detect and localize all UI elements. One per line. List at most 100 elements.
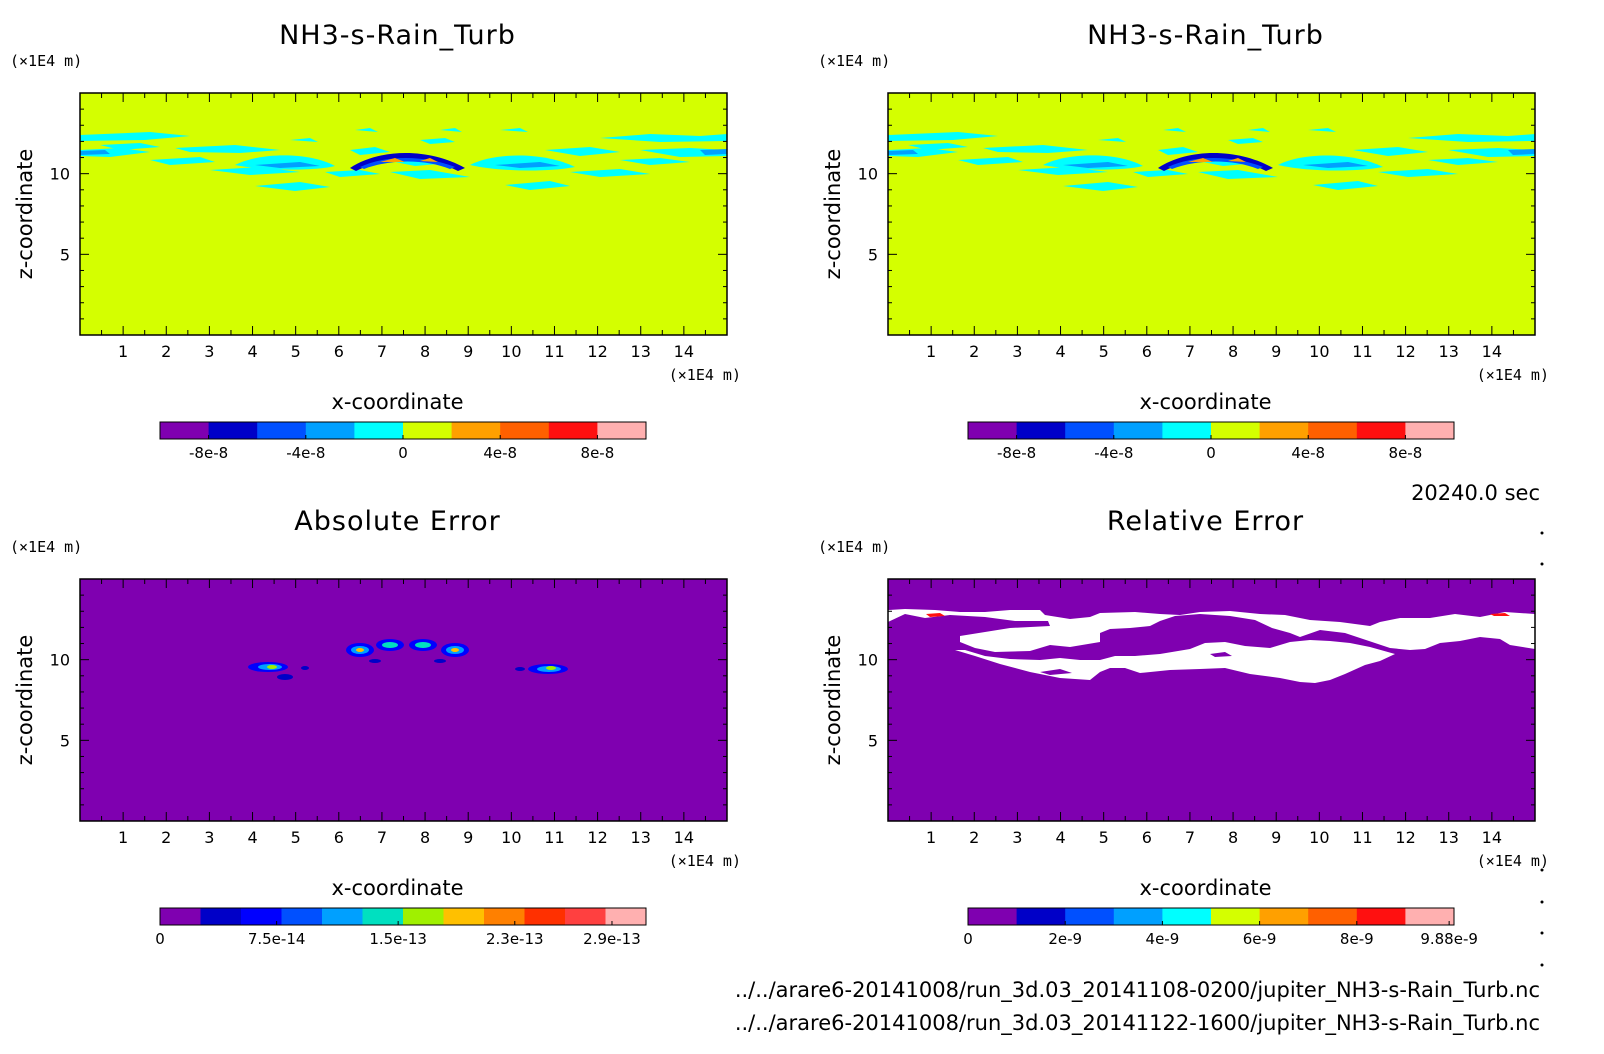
colorbar-label: 2.9e-13 bbox=[583, 930, 641, 948]
chart-panel-3: Absolute Error (×1E4 m) (×1E4 m) x-coordina… bbox=[10, 506, 741, 948]
x-tick-label: 2 bbox=[161, 342, 171, 361]
colorbar-label: 4e-8 bbox=[483, 444, 517, 462]
colorbar-swatch bbox=[443, 908, 485, 925]
x-tick-label: 7 bbox=[377, 828, 387, 847]
colorbar-swatch bbox=[1405, 422, 1455, 439]
x-tick-label: 7 bbox=[1185, 828, 1195, 847]
y-tick-label: 10 bbox=[858, 651, 878, 670]
colorbar-label: 2.3e-13 bbox=[486, 930, 544, 948]
x-tick-label: 2 bbox=[969, 828, 979, 847]
x-tick-label: 13 bbox=[631, 828, 651, 847]
x-tick-label: 4 bbox=[247, 828, 257, 847]
x-tick-label: 10 bbox=[501, 342, 521, 361]
colorbar-label: 4e-9 bbox=[1146, 930, 1180, 948]
colorbar-swatch bbox=[1016, 908, 1066, 925]
colorbar-swatch bbox=[597, 422, 647, 439]
x-tick-label: 12 bbox=[1395, 828, 1415, 847]
x-tick-label: 5 bbox=[291, 342, 301, 361]
colorbar: -8e-8 -4e-8 0 4e-8 8e-8 bbox=[967, 421, 1455, 462]
colorbar-swatch bbox=[1356, 908, 1406, 925]
x-tick-label: 10 bbox=[1309, 342, 1329, 361]
colorbar-swatch bbox=[281, 908, 323, 925]
chart-title: Relative Error bbox=[1107, 506, 1304, 537]
colorbar-swatch bbox=[484, 908, 525, 925]
colorbar: -8e-8 -4e-8 0 4e-8 8e-8 bbox=[159, 421, 647, 462]
chart-title: NH3-s-Rain_Turb bbox=[279, 20, 516, 51]
x-tick-label: 3 bbox=[204, 828, 214, 847]
colorbar-swatch bbox=[1259, 422, 1309, 439]
file-path-1: ../../arare6-20141008/run_3d.03_20141108… bbox=[735, 978, 1540, 1003]
colorbar-swatch bbox=[322, 908, 363, 925]
colorbar-swatch bbox=[1356, 422, 1406, 439]
field-panel-top-left bbox=[80, 93, 727, 335]
y-axis-label: z-coordinate bbox=[821, 149, 845, 280]
colorbar-swatch bbox=[1162, 908, 1212, 925]
x-tick-label: 3 bbox=[1012, 828, 1022, 847]
x-tick-label: 11 bbox=[544, 342, 564, 361]
chart-panel-4: Relative Error (×1E4 m) (×1E4 m) x-coordina… bbox=[818, 506, 1549, 948]
x-tick-label: 8 bbox=[1228, 342, 1238, 361]
colorbar-swatch bbox=[1065, 908, 1115, 925]
file-path-2: ../../arare6-20141008/run_3d.03_20141122… bbox=[735, 1011, 1540, 1036]
colorbar-swatch bbox=[1065, 422, 1115, 439]
x-tick-label: 11 bbox=[544, 828, 564, 847]
colorbar-swatch bbox=[160, 422, 210, 439]
colorbar-swatch bbox=[362, 908, 404, 925]
y-axis-label: z-coordinate bbox=[13, 149, 37, 280]
x-tick-label: 12 bbox=[587, 342, 607, 361]
colorbar-swatch bbox=[524, 908, 566, 925]
colorbar-label: 0 bbox=[398, 444, 408, 462]
x-tick-label: 6 bbox=[334, 342, 344, 361]
colorbar-swatch bbox=[1259, 908, 1309, 925]
x-tick-label: 13 bbox=[631, 342, 651, 361]
colorbar-swatch bbox=[305, 422, 355, 439]
y-tick-label: 10 bbox=[50, 165, 70, 184]
x-tick-label: 7 bbox=[1185, 342, 1195, 361]
y-unit-label: (×1E4 m) bbox=[818, 538, 890, 556]
x-tick-label: 6 bbox=[1142, 342, 1152, 361]
chart-title: NH3-s-Rain_Turb bbox=[1087, 20, 1324, 51]
colorbar-label: 2e-9 bbox=[1048, 930, 1082, 948]
y-tick-label: 5 bbox=[60, 731, 70, 750]
y-tick-label: 5 bbox=[868, 245, 878, 264]
x-axis-label: x-coordinate bbox=[1139, 390, 1271, 414]
time-label: 20240.0 sec bbox=[1411, 481, 1540, 505]
x-tick-label: 14 bbox=[674, 828, 694, 847]
x-tick-label: 14 bbox=[1482, 342, 1502, 361]
y-axis-label: z-coordinate bbox=[821, 635, 845, 766]
x-tick-label: 8 bbox=[420, 342, 430, 361]
colorbar-swatch bbox=[354, 422, 404, 439]
x-tick-label: 4 bbox=[247, 342, 257, 361]
colorbar-swatch bbox=[1211, 422, 1261, 439]
x-tick-label: 6 bbox=[1142, 828, 1152, 847]
x-tick-label: 4 bbox=[1055, 828, 1065, 847]
x-tick-label: 2 bbox=[161, 828, 171, 847]
colorbar-label: 7.5e-14 bbox=[248, 930, 306, 948]
colorbar-frame bbox=[159, 907, 647, 926]
colorbar-swatch bbox=[565, 908, 606, 925]
y-unit-label: (×1E4 m) bbox=[10, 52, 82, 70]
x-tick-label: 14 bbox=[1482, 828, 1502, 847]
colorbar-label: 8e-9 bbox=[1340, 930, 1374, 948]
x-tick-label: 1 bbox=[926, 342, 936, 361]
colorbar-label: -4e-8 bbox=[286, 444, 325, 462]
colorbar: 0 7.5e-14 1.5e-13 2.3e-13 2.9e-13 bbox=[155, 907, 647, 948]
colorbar-swatch bbox=[1162, 422, 1212, 439]
x-tick-label: 14 bbox=[674, 342, 694, 361]
colorbar-swatch bbox=[160, 908, 201, 925]
colorbar-swatch bbox=[1113, 908, 1163, 925]
colorbar-swatch bbox=[1113, 422, 1163, 439]
colorbar-label: 9.88e-9 bbox=[1420, 930, 1478, 948]
y-tick-label: 5 bbox=[868, 731, 878, 750]
colorbar-label: 1.5e-13 bbox=[369, 930, 427, 948]
y-unit-label: (×1E4 m) bbox=[10, 538, 82, 556]
x-tick-label: 5 bbox=[291, 828, 301, 847]
colorbar-swatch bbox=[257, 422, 307, 439]
x-tick-label: 4 bbox=[1055, 342, 1065, 361]
x-tick-label: 6 bbox=[334, 828, 344, 847]
x-unit-label: (×1E4 m) bbox=[1477, 852, 1549, 870]
colorbar-label: 0 bbox=[155, 930, 165, 948]
colorbar: 0 2e-9 4e-9 6e-9 8e-9 9.88e-9 bbox=[963, 907, 1478, 948]
chart-panel-2: NH3-s-Rain_Turb (×1E4 m) (×1E4 m) x-coordin… bbox=[818, 20, 1549, 462]
colorbar-swatch bbox=[403, 908, 444, 925]
